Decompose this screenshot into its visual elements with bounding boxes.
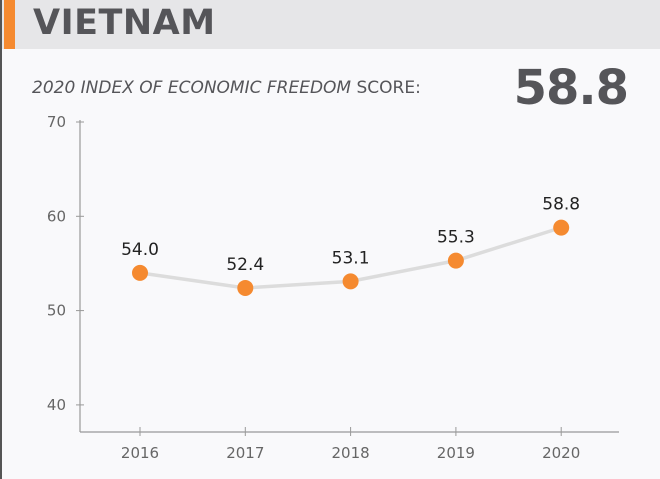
y-tick-label: 40 [47, 396, 66, 414]
data-label: 53.1 [332, 248, 370, 268]
score-caption: 2020 INDEX OF ECONOMIC FREEDOM SCORE: [32, 78, 421, 98]
score-caption-rest: SCORE: [351, 78, 421, 98]
x-tick-label: 2019 [437, 444, 475, 462]
data-label: 52.4 [226, 255, 264, 275]
left-border [0, 0, 2, 479]
data-label: 54.0 [121, 240, 159, 260]
y-tick-label: 60 [47, 207, 66, 225]
data-point [447, 252, 464, 269]
data-point [553, 219, 570, 236]
x-tick-label: 2018 [332, 444, 370, 462]
x-tick-label: 2017 [226, 444, 264, 462]
data-label: 55.3 [437, 228, 475, 248]
y-tick-label: 50 [47, 302, 66, 320]
data-point [237, 279, 254, 296]
x-tick-label: 2020 [542, 444, 580, 462]
data-point [342, 273, 359, 290]
score-value: 58.8 [513, 60, 629, 116]
data-label: 58.8 [542, 195, 580, 215]
accent-bar [4, 0, 15, 49]
country-title: VIETNAM [33, 3, 216, 43]
score-caption-italic: 2020 INDEX OF ECONOMIC FREEDOM [32, 78, 352, 98]
x-tick-label: 2016 [121, 444, 159, 462]
header-bar [2, 0, 660, 49]
y-tick-label: 70 [47, 113, 66, 131]
data-point [132, 264, 148, 281]
